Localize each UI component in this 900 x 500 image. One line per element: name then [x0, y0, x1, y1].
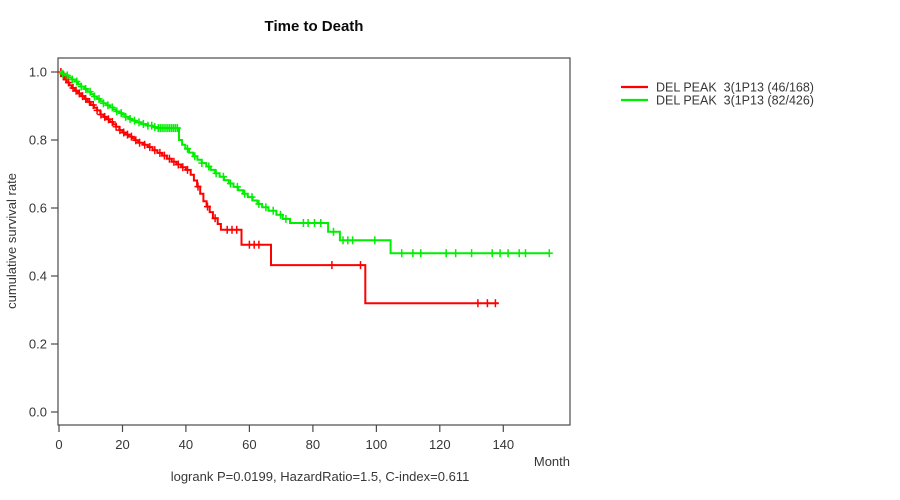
- chart-title: Time to Death: [265, 18, 364, 35]
- survival-curve: [59, 71, 499, 305]
- plot-area: 0 20 40 60 80 100 120 140 0.0 0.2 0.4 0.6 0.8 1.0 DEL …: [29, 57, 814, 452]
- x-tick-label: 120: [429, 437, 451, 452]
- y-tick-label: 0.6: [29, 201, 47, 216]
- x-tick-label: 20: [115, 437, 129, 452]
- y-tick-label: 0.4: [29, 269, 47, 284]
- y-tick-label: 1.0: [29, 65, 47, 80]
- x-tick-label: 40: [179, 437, 193, 452]
- x-axis-title: Month: [534, 454, 570, 469]
- x-tick-label: 140: [492, 437, 514, 452]
- stats-annotation: logrank P=0.0199, HazardRatio=1.5, C-ind…: [171, 469, 470, 484]
- plot-frame: [57, 57, 571, 426]
- y-tick-label: 0.8: [29, 133, 47, 148]
- y-tick-label: 0.0: [29, 405, 47, 420]
- legend-label: DEL PEAK 3(1P13 (46/168): [656, 81, 814, 95]
- x-tick-label: 80: [306, 437, 320, 452]
- x-tick-label: 0: [55, 437, 62, 452]
- x-tick-label: 100: [366, 437, 388, 452]
- legend-label: DEL PEAK 3(1P13 (82/426): [656, 94, 814, 108]
- x-tick-label: 60: [242, 437, 256, 452]
- y-axis-title: cumulative survival rate: [4, 173, 19, 309]
- y-tick-label: 0.2: [29, 337, 47, 352]
